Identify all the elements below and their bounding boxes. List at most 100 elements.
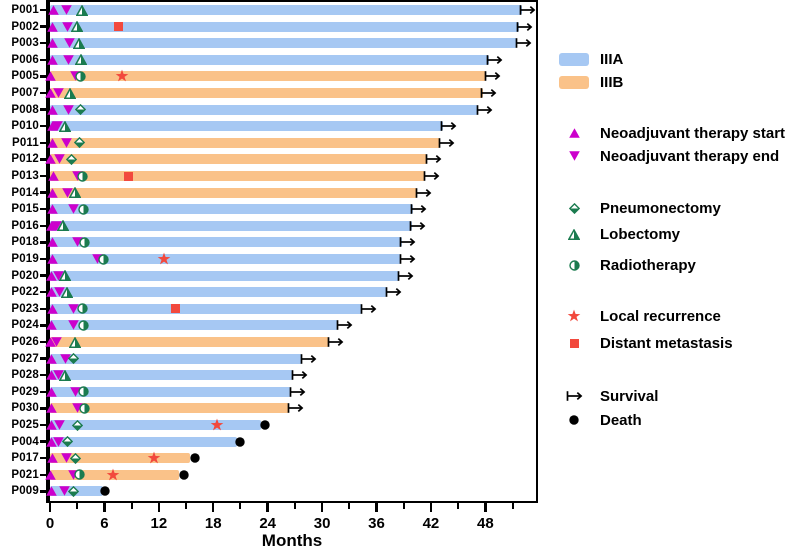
x-tick-label: 42 [422, 515, 440, 532]
legend-label: Pneumonectomy [600, 199, 721, 217]
patient-label: P002 [11, 20, 39, 33]
neoadjuvant-start-icon [47, 104, 59, 115]
neoadjuvant-start-icon [46, 320, 58, 331]
radiotherapy-icon [78, 203, 89, 215]
local-recurrence-icon [556, 309, 592, 323]
y-tick [40, 125, 47, 128]
patient-bar [50, 320, 339, 331]
patient-bar [50, 88, 483, 98]
x-tick-label: 48 [477, 515, 494, 532]
neoadjuvant-end-icon [68, 304, 79, 314]
patient-label: P015 [11, 203, 39, 216]
patient-label: P020 [11, 269, 39, 282]
neoadjuvant-end-icon [53, 154, 65, 165]
legend-item-radiotherapy: Radiotherapy [556, 253, 696, 277]
stage-iiib-swatch [556, 75, 592, 89]
color-swatch [559, 75, 589, 89]
lobectomy-icon [75, 3, 89, 16]
patient-bar [50, 137, 440, 148]
legend-label: Neoadjuvant therapy end [600, 147, 780, 165]
survival-arrow-icon [425, 153, 442, 165]
survival-arrow-icon [515, 37, 532, 49]
neoadjuvant-end-icon [68, 204, 79, 214]
distant-metastasis-icon [170, 304, 180, 314]
pneumonectomy-icon [66, 153, 78, 165]
patient-label: P014 [11, 186, 39, 199]
y-tick [40, 390, 47, 393]
lobectomy-icon [69, 335, 82, 348]
patient-label: P013 [11, 170, 39, 182]
stage-iiia-swatch [556, 52, 592, 66]
y-tick [40, 407, 47, 410]
neoadjuvant-end-icon [59, 486, 70, 497]
x-minor-tick [185, 503, 188, 509]
neoadjuvant-start-icon [46, 270, 58, 281]
survival-arrow-icon [336, 319, 353, 331]
x-minor-tick [402, 503, 405, 509]
legend-item-local-recurrence: Local recurrence [556, 304, 721, 328]
y-tick [40, 357, 47, 360]
neoadjuvant-start-icon [47, 237, 59, 248]
patient-label: P023 [11, 302, 39, 315]
patient-bar [50, 420, 262, 430]
neoadjuvant-end-icon [61, 5, 72, 15]
x-tick-label: 6 [100, 515, 109, 532]
radiotherapy-icon [556, 259, 592, 271]
patient-bar [50, 303, 362, 314]
survival-arrow-icon [287, 402, 304, 414]
radiotherapy-icon [73, 469, 85, 480]
neoadjuvant-start-icon [45, 154, 57, 165]
x-minor-tick [130, 503, 133, 509]
patient-label: P011 [11, 136, 39, 149]
patient-label: P010 [11, 120, 39, 133]
legend-item-death: Death [556, 408, 642, 432]
neoadjuvant-start-icon [46, 420, 58, 430]
pneumonectomy-icon [71, 419, 83, 431]
distant-metastasis-icon [123, 171, 133, 181]
patient-label: P026 [11, 336, 39, 348]
neoadjuvant-start-icon [48, 171, 59, 181]
survival-arrow-icon [486, 54, 503, 66]
patient-bar [50, 71, 487, 82]
neoadjuvant-start-icon [47, 138, 59, 148]
y-tick [40, 25, 47, 28]
neoadjuvant-end-icon [52, 88, 64, 98]
patient-bar [50, 121, 443, 132]
lobectomy-icon [60, 286, 74, 298]
patient-label: P007 [11, 87, 39, 99]
legend-label: IIIA [600, 50, 624, 68]
neoadjuvant-start-icon [47, 453, 59, 463]
survival-arrow-icon [423, 170, 440, 182]
neoadjuvant-end-icon [61, 187, 73, 198]
x-major-tick [320, 503, 324, 512]
patient-bar [50, 353, 303, 364]
patient-label: P012 [11, 153, 39, 166]
x-major-tick [157, 503, 161, 512]
y-tick [40, 274, 47, 277]
patient-label: P017 [11, 452, 39, 465]
survival-arrow-icon [300, 353, 317, 365]
x-minor-tick [457, 503, 460, 509]
death-icon [556, 415, 592, 425]
survival-arrow-icon [438, 137, 455, 149]
lobectomy-icon [69, 186, 82, 199]
radiotherapy-icon [75, 71, 87, 82]
survival-arrow-icon [476, 104, 493, 116]
y-tick [40, 340, 47, 344]
x-tick-label: 30 [313, 515, 331, 532]
survival-arrow-icon [440, 120, 457, 132]
y-tick [40, 191, 47, 194]
x-major-tick [48, 503, 52, 512]
distant-metastasis-icon [556, 338, 592, 348]
patient-bar [50, 370, 294, 381]
x-minor-tick [511, 503, 514, 509]
patient-label: P016 [11, 219, 39, 232]
neoadjuvant-start-icon [45, 88, 57, 98]
neoadjuvant-end-icon [51, 121, 63, 131]
patient-label: P019 [11, 253, 39, 265]
distant-metastasis-icon [114, 22, 124, 32]
x-major-tick [103, 503, 106, 512]
patient-label: P029 [11, 385, 39, 398]
lobectomy-icon [72, 37, 86, 49]
legend-item-distant-metastasis: Distant metastasis [556, 331, 733, 355]
